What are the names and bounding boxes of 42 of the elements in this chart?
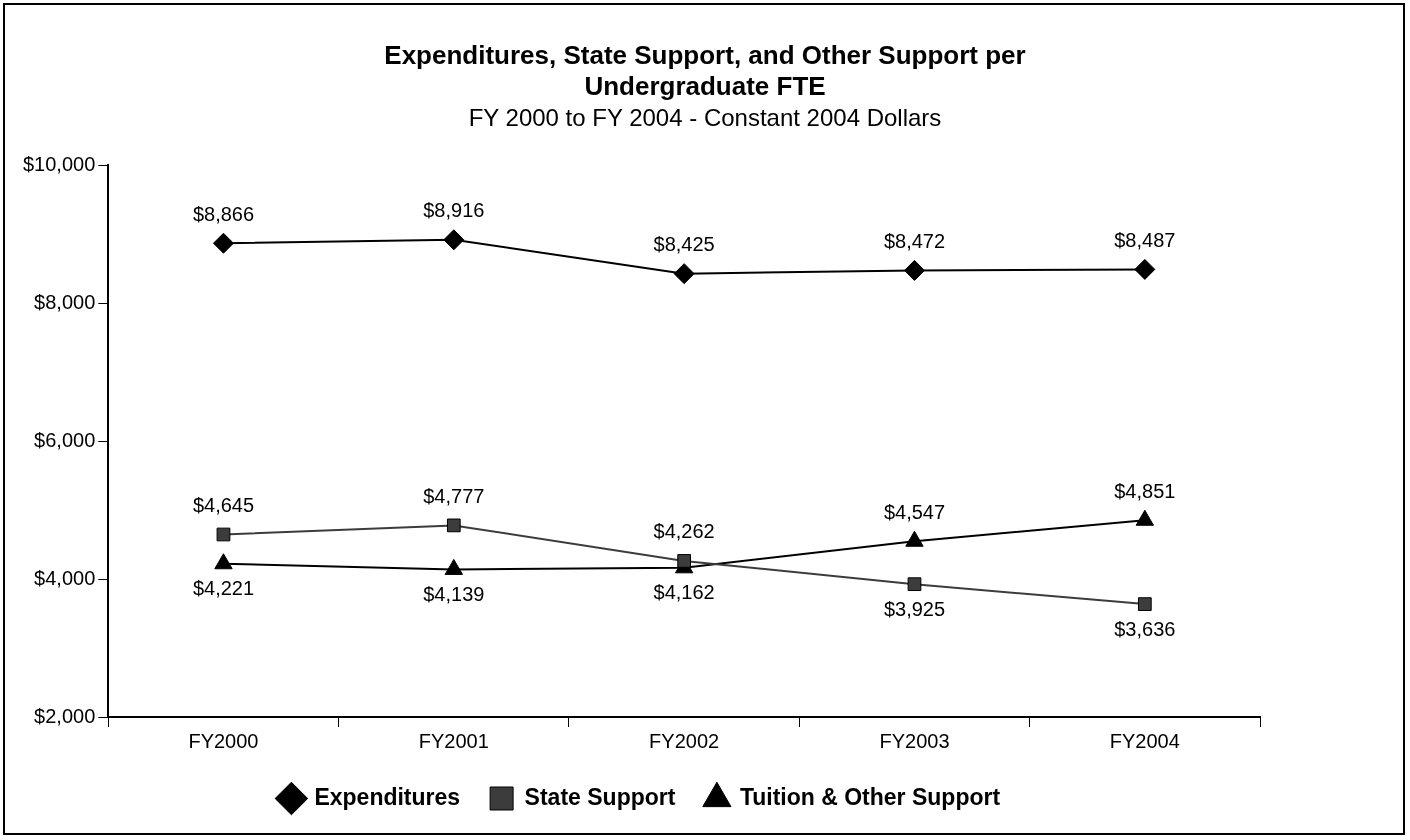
data-label: $4,162	[653, 581, 715, 604]
data-label: $4,262	[653, 520, 715, 543]
data-label: $4,221	[192, 577, 255, 600]
x-tick-label: FY2002	[649, 729, 720, 752]
x-tick-label: FY2001	[418, 729, 489, 752]
y-tick-label: $6,000	[34, 428, 96, 451]
data-label: $8,472	[883, 229, 946, 252]
y-tick-label: $8,000	[34, 290, 96, 313]
point	[673, 263, 695, 285]
point	[677, 554, 692, 568]
y-tick-label: $10,000	[23, 152, 96, 175]
chart-subtitle: FY 2000 to FY 2004 - Constant 2004 Dollars	[467, 104, 943, 132]
data-label: $4,777	[423, 484, 485, 507]
data-label: $4,851	[1114, 479, 1176, 502]
point	[212, 232, 234, 254]
point	[907, 577, 922, 592]
data-label: $8,866	[192, 202, 255, 225]
x-tick-label: FY2004	[1109, 729, 1180, 752]
legend-label: Expenditures	[314, 783, 461, 810]
y-tick-label: $2,000	[34, 704, 96, 727]
point	[905, 530, 924, 547]
point	[1134, 258, 1156, 280]
data-label: $8,425	[653, 233, 715, 256]
data-label: $8,916	[423, 199, 485, 222]
x-tick-label: FY2000	[188, 729, 259, 752]
point	[216, 527, 231, 542]
data-label: $8,487	[1114, 228, 1176, 251]
x-tick-label: FY2003	[879, 729, 950, 752]
point	[903, 259, 925, 281]
point	[214, 553, 233, 570]
y-tick-label: $4,000	[34, 566, 96, 589]
point	[1137, 597, 1152, 611]
data-label: $4,547	[883, 500, 946, 523]
point	[446, 518, 461, 533]
data-label: $4,139	[423, 582, 485, 605]
data-label: $3,925	[883, 597, 946, 620]
chart-title: Expenditures, State Support, and Other Support per Undergraduate FTE	[383, 40, 1027, 102]
point	[443, 229, 465, 251]
data-label: $4,645	[192, 494, 255, 517]
legend-label: Tuition & Other Support	[739, 783, 1001, 810]
data-label: $3,636	[1114, 617, 1176, 640]
legend-label: State Support	[524, 783, 676, 810]
